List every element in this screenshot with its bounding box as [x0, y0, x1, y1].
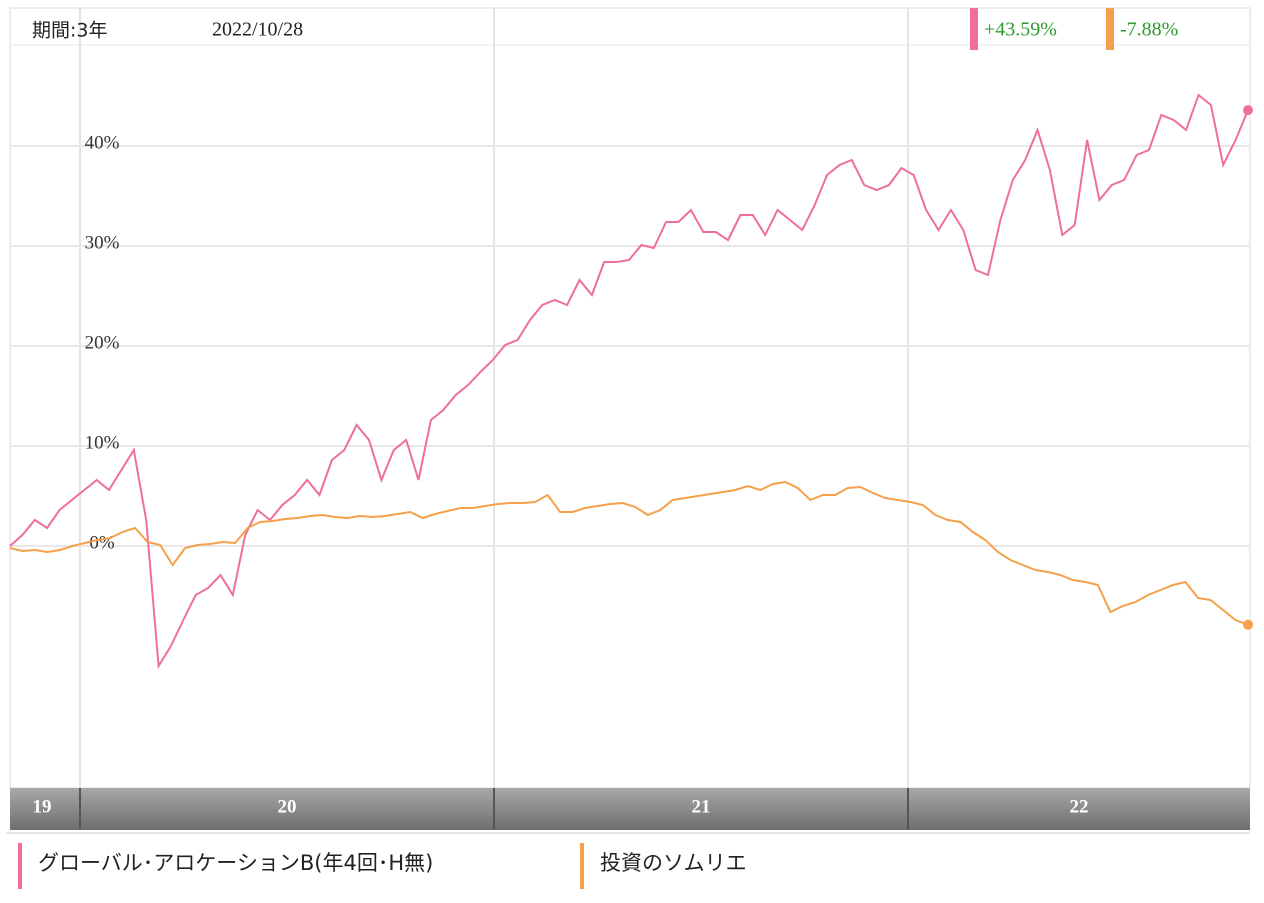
y-tick-label: 30%: [85, 232, 120, 253]
y-tick-label: 10%: [85, 432, 120, 453]
end-point: [1243, 105, 1253, 116]
date-label: 2022/10/28: [212, 19, 303, 41]
end-point: [1243, 619, 1253, 630]
legend-label: グローバル･アロケーションB(年4回･H無): [38, 851, 433, 875]
series-line: [9, 480, 1249, 626]
legend-label: 投資のソムリエ: [600, 851, 747, 875]
y-tick-label: 0%: [89, 532, 115, 553]
legend-swatch: [18, 843, 22, 889]
y-tick-label: 20%: [85, 332, 120, 353]
period-label: 期間:3年: [32, 20, 108, 42]
x-tick-label: 22: [1070, 796, 1089, 817]
x-axis-band: [10, 788, 1250, 830]
x-tick-label: 19: [33, 796, 52, 817]
x-tick-label: 20: [278, 796, 297, 817]
x-tick-label: 21: [692, 796, 711, 817]
header-swatch: [970, 8, 978, 50]
end-value-label: +43.59%: [984, 19, 1057, 41]
plot-area: [9, 7, 1251, 789]
end-value-label: -7.88%: [1120, 19, 1178, 41]
grid: [10, 8, 1250, 788]
header-swatch: [1106, 8, 1114, 50]
series-line: [9, 93, 1249, 670]
legend-swatch: [580, 843, 584, 889]
y-tick-label: 40%: [85, 132, 120, 153]
